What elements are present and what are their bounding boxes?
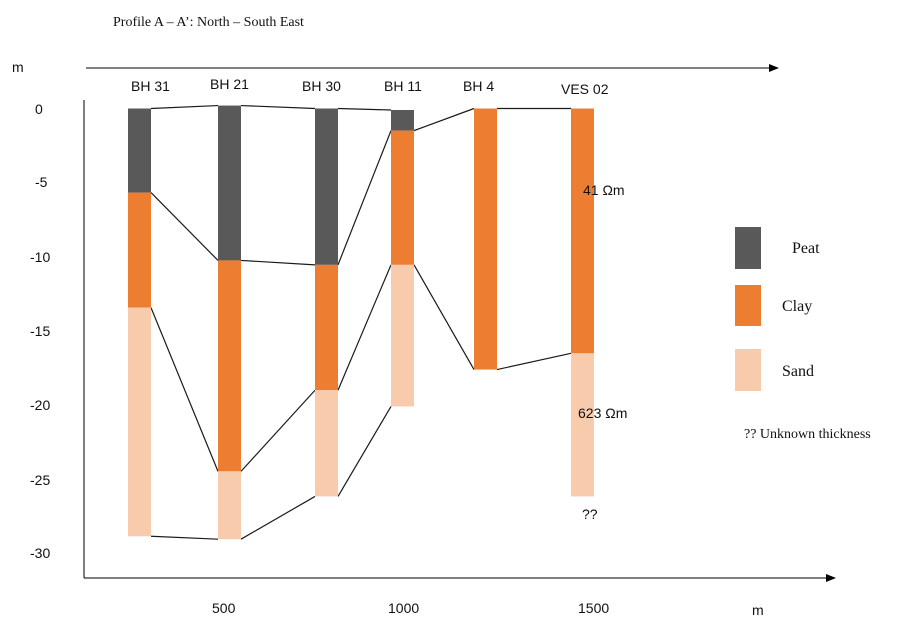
layer-peat-bh31 bbox=[128, 108, 151, 193]
layer-clay-bh31 bbox=[128, 192, 151, 308]
y-tick-3: -15 bbox=[30, 323, 50, 339]
layer-clay-bh11 bbox=[391, 130, 414, 265]
column-label-bh11: BH 11 bbox=[384, 78, 422, 94]
legend-swatch-clay bbox=[735, 285, 761, 326]
y-tick-5: -25 bbox=[30, 472, 50, 488]
correlation-line-5 bbox=[150, 192, 219, 261]
ves-unknown-base-marker: ?? bbox=[582, 506, 598, 522]
y-tick-1: -5 bbox=[35, 174, 48, 190]
layer-sand-bh11 bbox=[391, 264, 414, 407]
ves-sand-resistivity: 623 Ωm bbox=[578, 405, 627, 421]
correlation-line-7 bbox=[337, 130, 392, 266]
column-label-bh30: BH 30 bbox=[302, 78, 341, 94]
column-label-bh31: BH 31 bbox=[131, 78, 170, 94]
layer-sand-bh21 bbox=[218, 471, 241, 540]
correlation-line-8 bbox=[150, 307, 219, 472]
x-tick-1500: 1500 bbox=[578, 600, 609, 616]
correlation-line-2 bbox=[337, 107, 392, 111]
correlation-line-12 bbox=[496, 352, 572, 371]
y-tick-4: -20 bbox=[30, 397, 50, 413]
legend-label-clay: Clay bbox=[782, 298, 812, 315]
layer-sand-ves02 bbox=[571, 353, 594, 497]
layer-clay-ves02 bbox=[571, 108, 594, 354]
column-label-bh21: BH 21 bbox=[210, 76, 249, 92]
correlation-line-9 bbox=[240, 389, 316, 472]
y-axis-unit-label: m bbox=[12, 59, 24, 75]
correlation-line-6 bbox=[240, 259, 316, 266]
layer-peat-bh11 bbox=[391, 109, 414, 131]
correlation-line-3 bbox=[413, 107, 475, 132]
y-tick-6: -30 bbox=[30, 545, 50, 561]
layer-peat-bh30 bbox=[315, 108, 338, 265]
layer-clay-bh4 bbox=[474, 108, 497, 370]
layer-clay-bh30 bbox=[315, 264, 338, 391]
correlation-line-13 bbox=[150, 535, 219, 540]
layer-clay-bh21 bbox=[218, 260, 241, 472]
y-tick-0: 0 bbox=[35, 101, 43, 117]
layer-peat-bh21 bbox=[218, 105, 241, 261]
correlation-line-14 bbox=[240, 495, 316, 540]
borehole-columns bbox=[128, 105, 594, 540]
legend-swatch-sand bbox=[735, 349, 761, 391]
x-axis-unit-label: m bbox=[752, 602, 764, 617]
layer-sand-bh30 bbox=[315, 390, 338, 497]
layer-correlation-lines bbox=[150, 104, 572, 540]
x-tick-500: 500 bbox=[212, 600, 236, 616]
ves-clay-resistivity: 41 Ωm bbox=[583, 182, 625, 198]
correlation-line-0 bbox=[150, 104, 219, 110]
correlation-line-1 bbox=[240, 104, 316, 110]
correlation-line-10 bbox=[337, 264, 392, 391]
layer-sand-bh31 bbox=[128, 307, 151, 537]
x-tick-1000: 1000 bbox=[388, 600, 419, 616]
correlation-line-11 bbox=[413, 264, 475, 370]
legend: Peat Clay Sand ?? Unknown thickness bbox=[735, 227, 871, 442]
column-label-ves02: VES 02 bbox=[561, 81, 609, 97]
y-tick-2: -10 bbox=[30, 249, 50, 265]
legend-label-sand: Sand bbox=[782, 363, 814, 380]
figure-title: Profile A – A’: North – South East bbox=[113, 15, 304, 30]
legend-swatch-peat bbox=[735, 227, 761, 269]
legend-unknown-thickness-note: ?? Unknown thickness bbox=[744, 427, 871, 442]
correlation-line-15 bbox=[337, 406, 392, 497]
legend-label-peat: Peat bbox=[792, 240, 820, 257]
column-label-bh4: BH 4 bbox=[463, 78, 494, 94]
